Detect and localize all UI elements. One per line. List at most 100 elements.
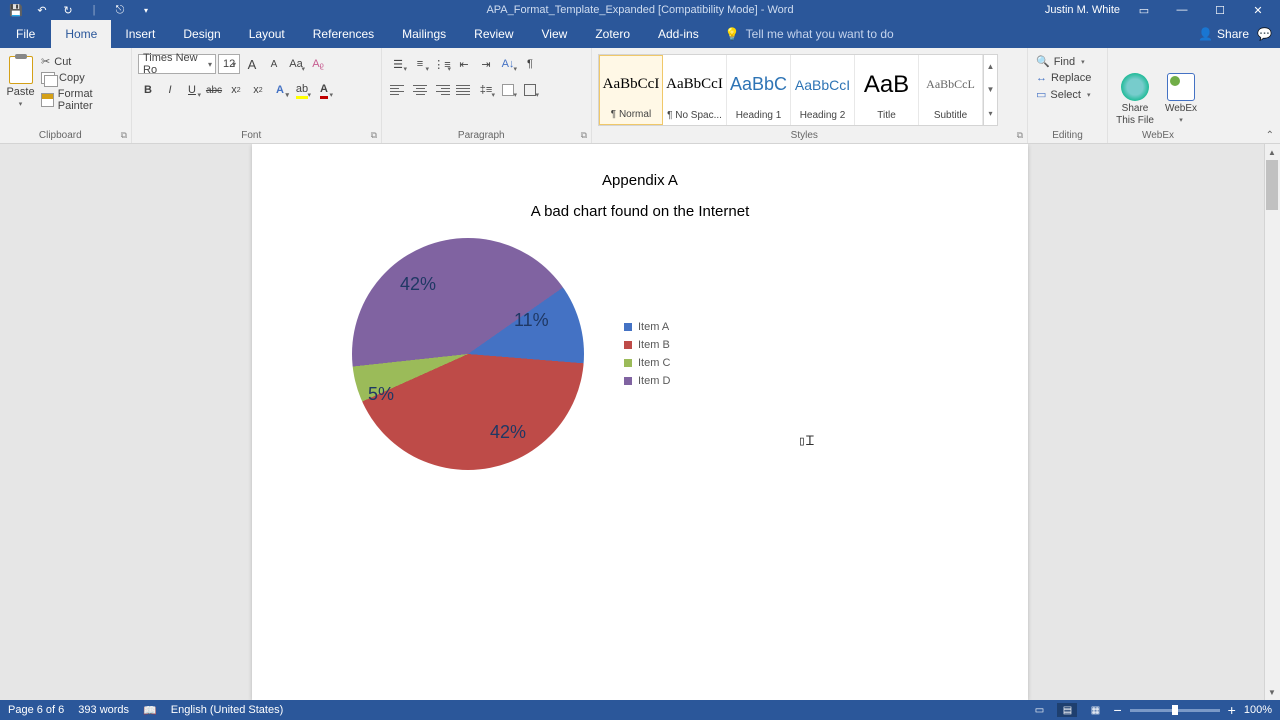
save-icon[interactable]: 💾: [8, 2, 24, 18]
document-page[interactable]: Appendix A A bad chart found on the Inte…: [252, 144, 1028, 700]
justify-button[interactable]: [454, 80, 474, 100]
tab-home[interactable]: Home: [51, 20, 111, 48]
font-size-select[interactable]: 12: [218, 54, 240, 74]
style-item[interactable]: AaBbCcI¶ No Spac...: [663, 55, 727, 125]
tab-addins[interactable]: Add-ins: [644, 20, 713, 48]
zoom-slider[interactable]: [1130, 709, 1220, 712]
align-center-button[interactable]: [410, 80, 430, 100]
scroll-thumb[interactable]: [1266, 160, 1278, 210]
clear-formatting-button[interactable]: Aᵨ: [308, 54, 328, 74]
style-item[interactable]: AaBbCcIHeading 2: [791, 55, 855, 125]
style-item[interactable]: AaBTitle: [855, 55, 919, 125]
decrease-indent-button[interactable]: ⇤: [454, 54, 474, 74]
increase-indent-button[interactable]: ⇥: [476, 54, 496, 74]
borders-button[interactable]: [520, 80, 540, 100]
sort-button[interactable]: A↓: [498, 54, 518, 74]
collapse-ribbon-icon[interactable]: ⌃: [1266, 130, 1274, 141]
clipboard-dialog-icon[interactable]: ⧉: [121, 130, 127, 141]
align-right-button[interactable]: [432, 80, 452, 100]
tab-file[interactable]: File: [0, 20, 51, 48]
numbering-button[interactable]: ≡: [410, 54, 430, 74]
shrink-font-button[interactable]: A: [264, 54, 284, 74]
language-indicator[interactable]: English (United States): [171, 704, 284, 716]
tab-references[interactable]: References: [299, 20, 388, 48]
format-painter-button[interactable]: Format Painter: [39, 87, 125, 113]
qa-sep: |: [86, 2, 102, 18]
read-mode-icon[interactable]: ▭: [1029, 703, 1049, 717]
proofing-icon[interactable]: 📖: [143, 704, 157, 717]
grow-font-button[interactable]: A: [242, 54, 262, 74]
scroll-down-icon[interactable]: ▼: [1264, 684, 1280, 700]
paragraph-dialog-icon[interactable]: ⧉: [581, 130, 587, 141]
copy-button[interactable]: Copy: [39, 71, 125, 85]
gallery-up-icon[interactable]: ▲: [984, 55, 997, 78]
print-layout-icon[interactable]: ▤: [1057, 703, 1077, 717]
group-editing: 🔍Find▾ ↔Replace ▭Select▾ Editing: [1028, 48, 1108, 143]
group-webex: Share This File WebEx ▾ WebEx: [1108, 48, 1208, 143]
font-color-button[interactable]: A: [314, 80, 334, 100]
web-layout-icon[interactable]: ▦: [1085, 703, 1105, 717]
find-button[interactable]: 🔍Find▾: [1034, 54, 1093, 69]
superscript-button[interactable]: x2: [248, 80, 268, 100]
font-dialog-icon[interactable]: ⧉: [371, 130, 377, 141]
gallery-down-icon[interactable]: ▼: [984, 78, 997, 101]
zoom-out-icon[interactable]: −: [1113, 702, 1121, 718]
align-left-button[interactable]: [388, 80, 408, 100]
zoom-level[interactable]: 100%: [1244, 704, 1272, 716]
styles-dialog-icon[interactable]: ⧉: [1017, 130, 1023, 141]
gallery-expand-icon[interactable]: ▾: [984, 102, 997, 125]
tab-insert[interactable]: Insert: [111, 20, 169, 48]
cut-button[interactable]: ✂Cut: [39, 54, 125, 69]
share-button[interactable]: 👤 Share: [1198, 27, 1249, 41]
vertical-scrollbar[interactable]: ▲ ▼: [1264, 144, 1280, 700]
undo-icon[interactable]: ↶: [34, 2, 50, 18]
tab-design[interactable]: Design: [169, 20, 234, 48]
text-effects-button[interactable]: A: [270, 80, 290, 100]
group-styles: AaBbCcI¶ NormalAaBbCcI¶ No Spac...AaBbCH…: [592, 48, 1028, 143]
legend-item: Item C: [624, 357, 670, 369]
clipboard-group-label: Clipboard: [39, 130, 82, 141]
line-spacing-button[interactable]: ‡≡: [476, 80, 496, 100]
qa-customize-icon[interactable]: ▾: [138, 2, 154, 18]
show-marks-button[interactable]: ¶: [520, 54, 540, 74]
ribbon-options-icon[interactable]: ▭: [1130, 0, 1158, 20]
close-icon[interactable]: ✕: [1244, 0, 1272, 20]
underline-button[interactable]: U: [182, 80, 202, 100]
tab-mailings[interactable]: Mailings: [388, 20, 460, 48]
highlight-button[interactable]: ab: [292, 80, 312, 100]
tab-zotero[interactable]: Zotero: [581, 20, 644, 48]
minimize-icon[interactable]: —: [1168, 0, 1196, 20]
style-item[interactable]: AaBbCHeading 1: [727, 55, 791, 125]
bullets-button[interactable]: ☰: [388, 54, 408, 74]
style-preview: AaBbCcI: [666, 59, 723, 110]
select-button[interactable]: ▭Select▾: [1034, 87, 1093, 102]
italic-button[interactable]: I: [160, 80, 180, 100]
editing-group-label: Editing: [1052, 130, 1083, 141]
maximize-icon[interactable]: ☐: [1206, 0, 1234, 20]
shading-button[interactable]: [498, 80, 518, 100]
chart-legend: Item AItem BItem CItem D: [624, 321, 670, 387]
style-item[interactable]: AaBbCcLSubtitle: [919, 55, 983, 125]
scroll-up-icon[interactable]: ▲: [1264, 144, 1280, 160]
change-case-button[interactable]: Aa: [286, 54, 306, 74]
multilevel-button[interactable]: ⋮≡: [432, 54, 452, 74]
strikethrough-button[interactable]: abc: [204, 80, 224, 100]
page-indicator[interactable]: Page 6 of 6: [8, 704, 64, 716]
tell-me-search[interactable]: 💡 Tell me what you want to do: [713, 20, 894, 48]
tab-layout[interactable]: Layout: [235, 20, 299, 48]
bullets-icon: ☰: [393, 58, 403, 71]
subscript-button[interactable]: x2: [226, 80, 246, 100]
qa-extra-icon[interactable]: ⎋: [112, 2, 128, 18]
tab-review[interactable]: Review: [460, 20, 527, 48]
word-count[interactable]: 393 words: [78, 704, 129, 716]
select-icon: ▭: [1036, 88, 1046, 101]
replace-button[interactable]: ↔Replace: [1034, 71, 1093, 85]
tab-view[interactable]: View: [528, 20, 582, 48]
redo-icon[interactable]: ↻: [60, 2, 76, 18]
font-name-select[interactable]: Times New Ro: [138, 54, 216, 74]
comments-icon[interactable]: 💬: [1257, 27, 1272, 41]
replace-label: Replace: [1051, 72, 1091, 84]
zoom-in-icon[interactable]: +: [1228, 702, 1236, 718]
style-item[interactable]: AaBbCcI¶ Normal: [599, 55, 663, 125]
bold-button[interactable]: B: [138, 80, 158, 100]
